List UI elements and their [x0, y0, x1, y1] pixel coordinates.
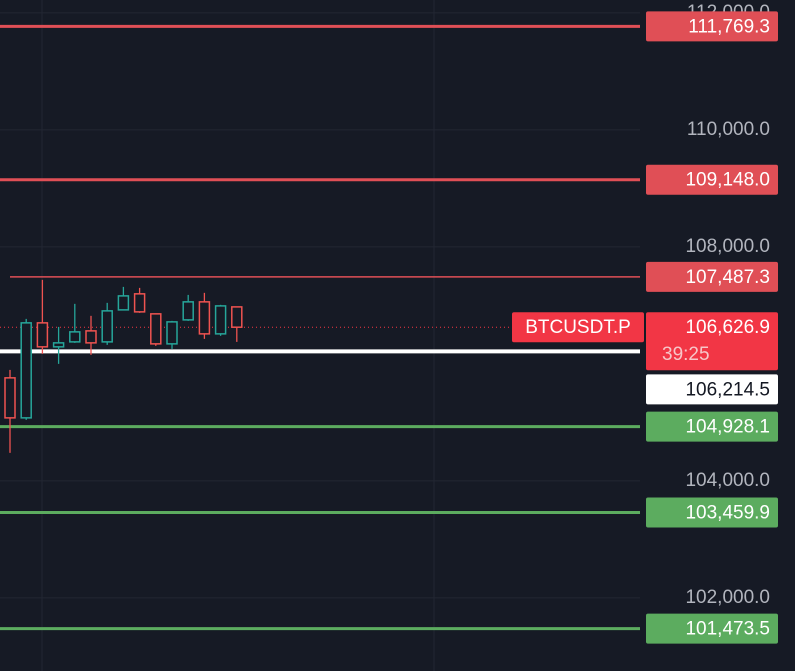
price-label: 106,626.9 [685, 317, 770, 338]
level-label-box [646, 164, 778, 195]
level-label-box [646, 411, 778, 442]
candle-body [117, 295, 130, 311]
candle-body [4, 377, 16, 419]
price-box [646, 312, 778, 371]
level-label: 103,459.9 [685, 502, 770, 523]
candle-body [69, 331, 81, 343]
y-tick-label: 102,000.0 [685, 587, 770, 608]
candle-body [20, 322, 32, 419]
candle-body [36, 322, 49, 348]
level-label: 101,473.5 [685, 619, 770, 640]
level-label-box [646, 261, 778, 292]
candle-body [231, 306, 243, 328]
candle-body [85, 330, 97, 344]
candle-body [182, 301, 194, 321]
level-label: 106,214.5 [685, 379, 770, 400]
candle-body [198, 301, 211, 335]
symbol-box [512, 312, 644, 343]
level-label-box [646, 374, 778, 405]
candle-body [52, 342, 65, 348]
candle-body [133, 293, 146, 313]
level-label: 104,928.1 [685, 417, 770, 438]
candle-body [214, 305, 227, 335]
level-label-box [646, 497, 778, 528]
y-tick-label: 108,000.0 [685, 236, 770, 257]
symbol-label: BTCUSDT.P [525, 317, 631, 338]
level-label-box [646, 11, 778, 42]
countdown-label: 39:25 [662, 344, 710, 365]
candle-body [166, 321, 178, 345]
level-label-box [646, 613, 778, 644]
candle-body [150, 313, 162, 345]
candle-body [101, 310, 113, 343]
y-tick-label: 110,000.0 [687, 119, 770, 140]
level-label: 111,769.3 [688, 16, 770, 37]
level-label: 109,148.0 [685, 170, 770, 191]
level-label: 107,487.3 [685, 267, 770, 288]
y-tick-label: 104,000.0 [685, 470, 770, 491]
